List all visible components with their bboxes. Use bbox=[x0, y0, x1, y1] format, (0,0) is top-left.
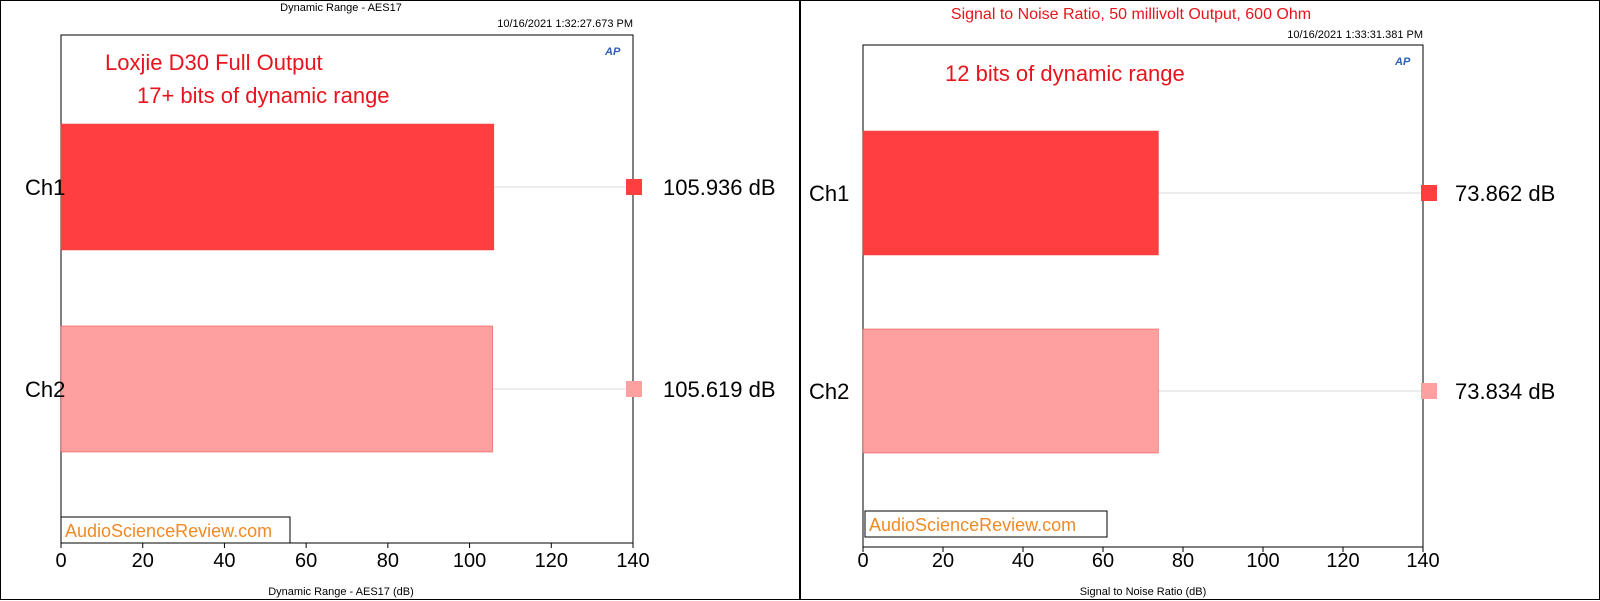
chart-svg-dynamic-range: Dynamic Range - AES17 10/16/2021 1:32:27… bbox=[25, 2, 776, 598]
x-tick-label: 80 bbox=[377, 550, 399, 572]
legend-swatch-ch1 bbox=[1421, 185, 1437, 201]
x-tick-label: 20 bbox=[132, 550, 154, 572]
x-tick-label: 120 bbox=[1326, 550, 1359, 572]
chart-timestamp: 10/16/2021 1:33:31.381 PM bbox=[1287, 29, 1423, 41]
watermark-box bbox=[60, 516, 291, 544]
ap-logo: AP bbox=[604, 46, 621, 58]
bars-group: Ch1 73.862 dB Ch2 73.834 dB bbox=[809, 130, 1555, 454]
bars-group: Ch1 105.936 dB Ch2 105.619 dB bbox=[25, 123, 776, 453]
x-tick-label: 40 bbox=[213, 550, 235, 572]
x-axis-label: Signal to Noise Ratio (dB) bbox=[1080, 586, 1207, 598]
legend-swatch-ch2 bbox=[1421, 383, 1437, 399]
x-axis-label: Dynamic Range - AES17 (dB) bbox=[268, 586, 414, 598]
x-tick-label: 60 bbox=[1092, 550, 1114, 572]
bar-ch1 bbox=[862, 130, 1159, 256]
annotation-line-1: 12 bits of dynamic range bbox=[945, 61, 1185, 86]
bar-ch2 bbox=[60, 325, 493, 453]
x-tick-label: 100 bbox=[453, 550, 486, 572]
x-axis-ticks: 0 20 40 60 80 100 120 140 bbox=[857, 547, 1440, 572]
chart-title: Signal to Noise Ratio, 50 millivolt Outp… bbox=[951, 6, 1311, 23]
chart-timestamp: 10/16/2021 1:32:27.673 PM bbox=[497, 18, 633, 30]
category-label-ch1: Ch1 bbox=[25, 175, 65, 200]
value-label-ch1: 105.936 dB bbox=[663, 175, 776, 200]
annotation-line-2: 17+ bits of dynamic range bbox=[137, 83, 390, 108]
x-tick-label: 140 bbox=[616, 550, 649, 572]
watermark-text: AudioScienceReview.com bbox=[869, 515, 1076, 535]
category-label-ch1: Ch1 bbox=[809, 181, 849, 206]
x-axis-ticks: 0 20 40 60 80 100 120 140 bbox=[55, 543, 650, 572]
x-tick-label: 140 bbox=[1406, 550, 1439, 572]
plot-frame bbox=[862, 44, 1424, 548]
x-tick-label: 60 bbox=[295, 550, 317, 572]
legend-swatch-ch2 bbox=[626, 381, 642, 397]
category-label-ch2: Ch2 bbox=[25, 377, 65, 402]
x-tick-label: 40 bbox=[1012, 550, 1034, 572]
chart-panel-dynamic-range: Dynamic Range - AES17 10/16/2021 1:32:27… bbox=[0, 0, 800, 600]
bar-ch1 bbox=[60, 123, 495, 251]
x-tick-label: 120 bbox=[535, 550, 568, 572]
category-label-ch2: Ch2 bbox=[809, 379, 849, 404]
x-tick-label: 100 bbox=[1246, 550, 1279, 572]
value-label-ch2: 73.834 dB bbox=[1455, 379, 1555, 404]
bar-ch2 bbox=[862, 328, 1159, 454]
chart-title: Dynamic Range - AES17 bbox=[280, 2, 402, 14]
value-label-ch2: 105.619 dB bbox=[663, 377, 776, 402]
watermark-box bbox=[864, 510, 1108, 538]
ap-logo: AP bbox=[1394, 56, 1411, 68]
annotation-line-1: Loxjie D30 Full Output bbox=[105, 50, 323, 75]
chart-panel-snr: Signal to Noise Ratio, 50 millivolt Outp… bbox=[800, 0, 1600, 600]
x-tick-label: 0 bbox=[857, 550, 868, 572]
x-tick-label: 0 bbox=[55, 550, 66, 572]
plot-frame bbox=[60, 34, 634, 544]
watermark-text: AudioScienceReview.com bbox=[65, 521, 272, 541]
value-label-ch1: 73.862 dB bbox=[1455, 181, 1555, 206]
x-tick-label: 80 bbox=[1172, 550, 1194, 572]
chart-svg-snr: Signal to Noise Ratio, 50 millivolt Outp… bbox=[809, 6, 1555, 598]
x-tick-label: 20 bbox=[932, 550, 954, 572]
legend-swatch-ch1 bbox=[626, 179, 642, 195]
